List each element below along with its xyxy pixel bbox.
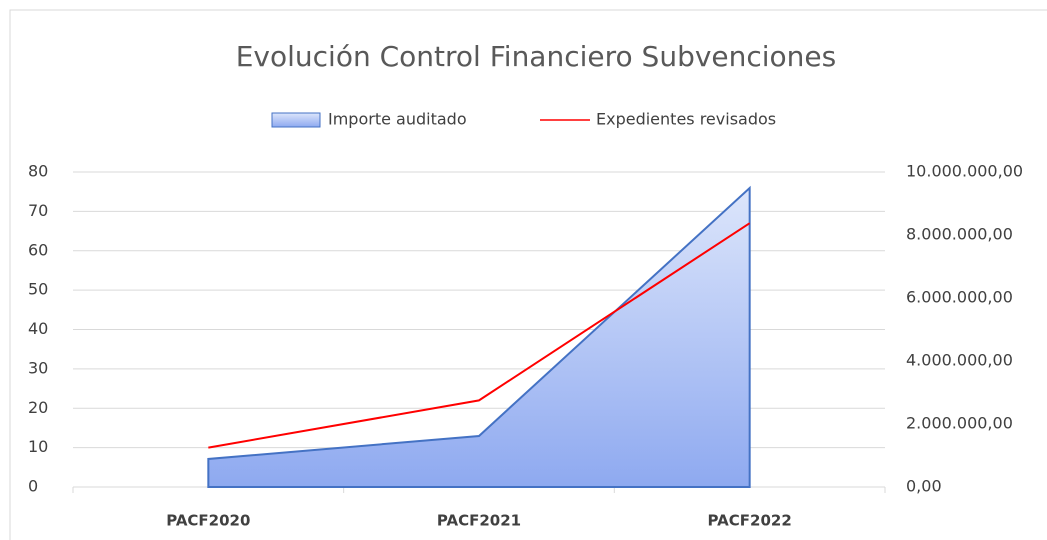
y-tick-label: 60 [28, 240, 48, 259]
y-tick-label: 50 [28, 280, 48, 299]
y-tick-label: 20 [28, 398, 48, 417]
legend-label: Importe auditado [328, 110, 467, 129]
y-tick-label: 80 [28, 162, 48, 181]
x-tick-label: PACF2021 [437, 512, 521, 530]
legend-label: Expedientes revisados [596, 110, 776, 129]
y-tick-label: 30 [28, 358, 48, 377]
line [208, 222, 751, 449]
chart-title: Evolución Control Financiero Subvencione… [236, 40, 837, 73]
y2-tick-label: 0,00 [906, 477, 942, 496]
x-tick-label: PACF2020 [166, 512, 250, 530]
y2-tick-label: 6.000.000,00 [906, 288, 1013, 307]
y-tick-label: 70 [28, 201, 48, 220]
legend-swatch [271, 112, 321, 128]
y2-tick-label: 2.000.000,00 [906, 414, 1013, 433]
y2-tick-label: 4.000.000,00 [906, 351, 1013, 370]
y2-tick-label: 8.000.000,00 [906, 225, 1013, 244]
x-tick-label: PACF2022 [708, 512, 792, 530]
y-tick-label: 0 [28, 477, 38, 496]
y-tick-label: 10 [28, 437, 48, 456]
y-tick-label: 40 [28, 319, 48, 338]
y2-tick-label: 10.000.000,00 [906, 162, 1023, 181]
